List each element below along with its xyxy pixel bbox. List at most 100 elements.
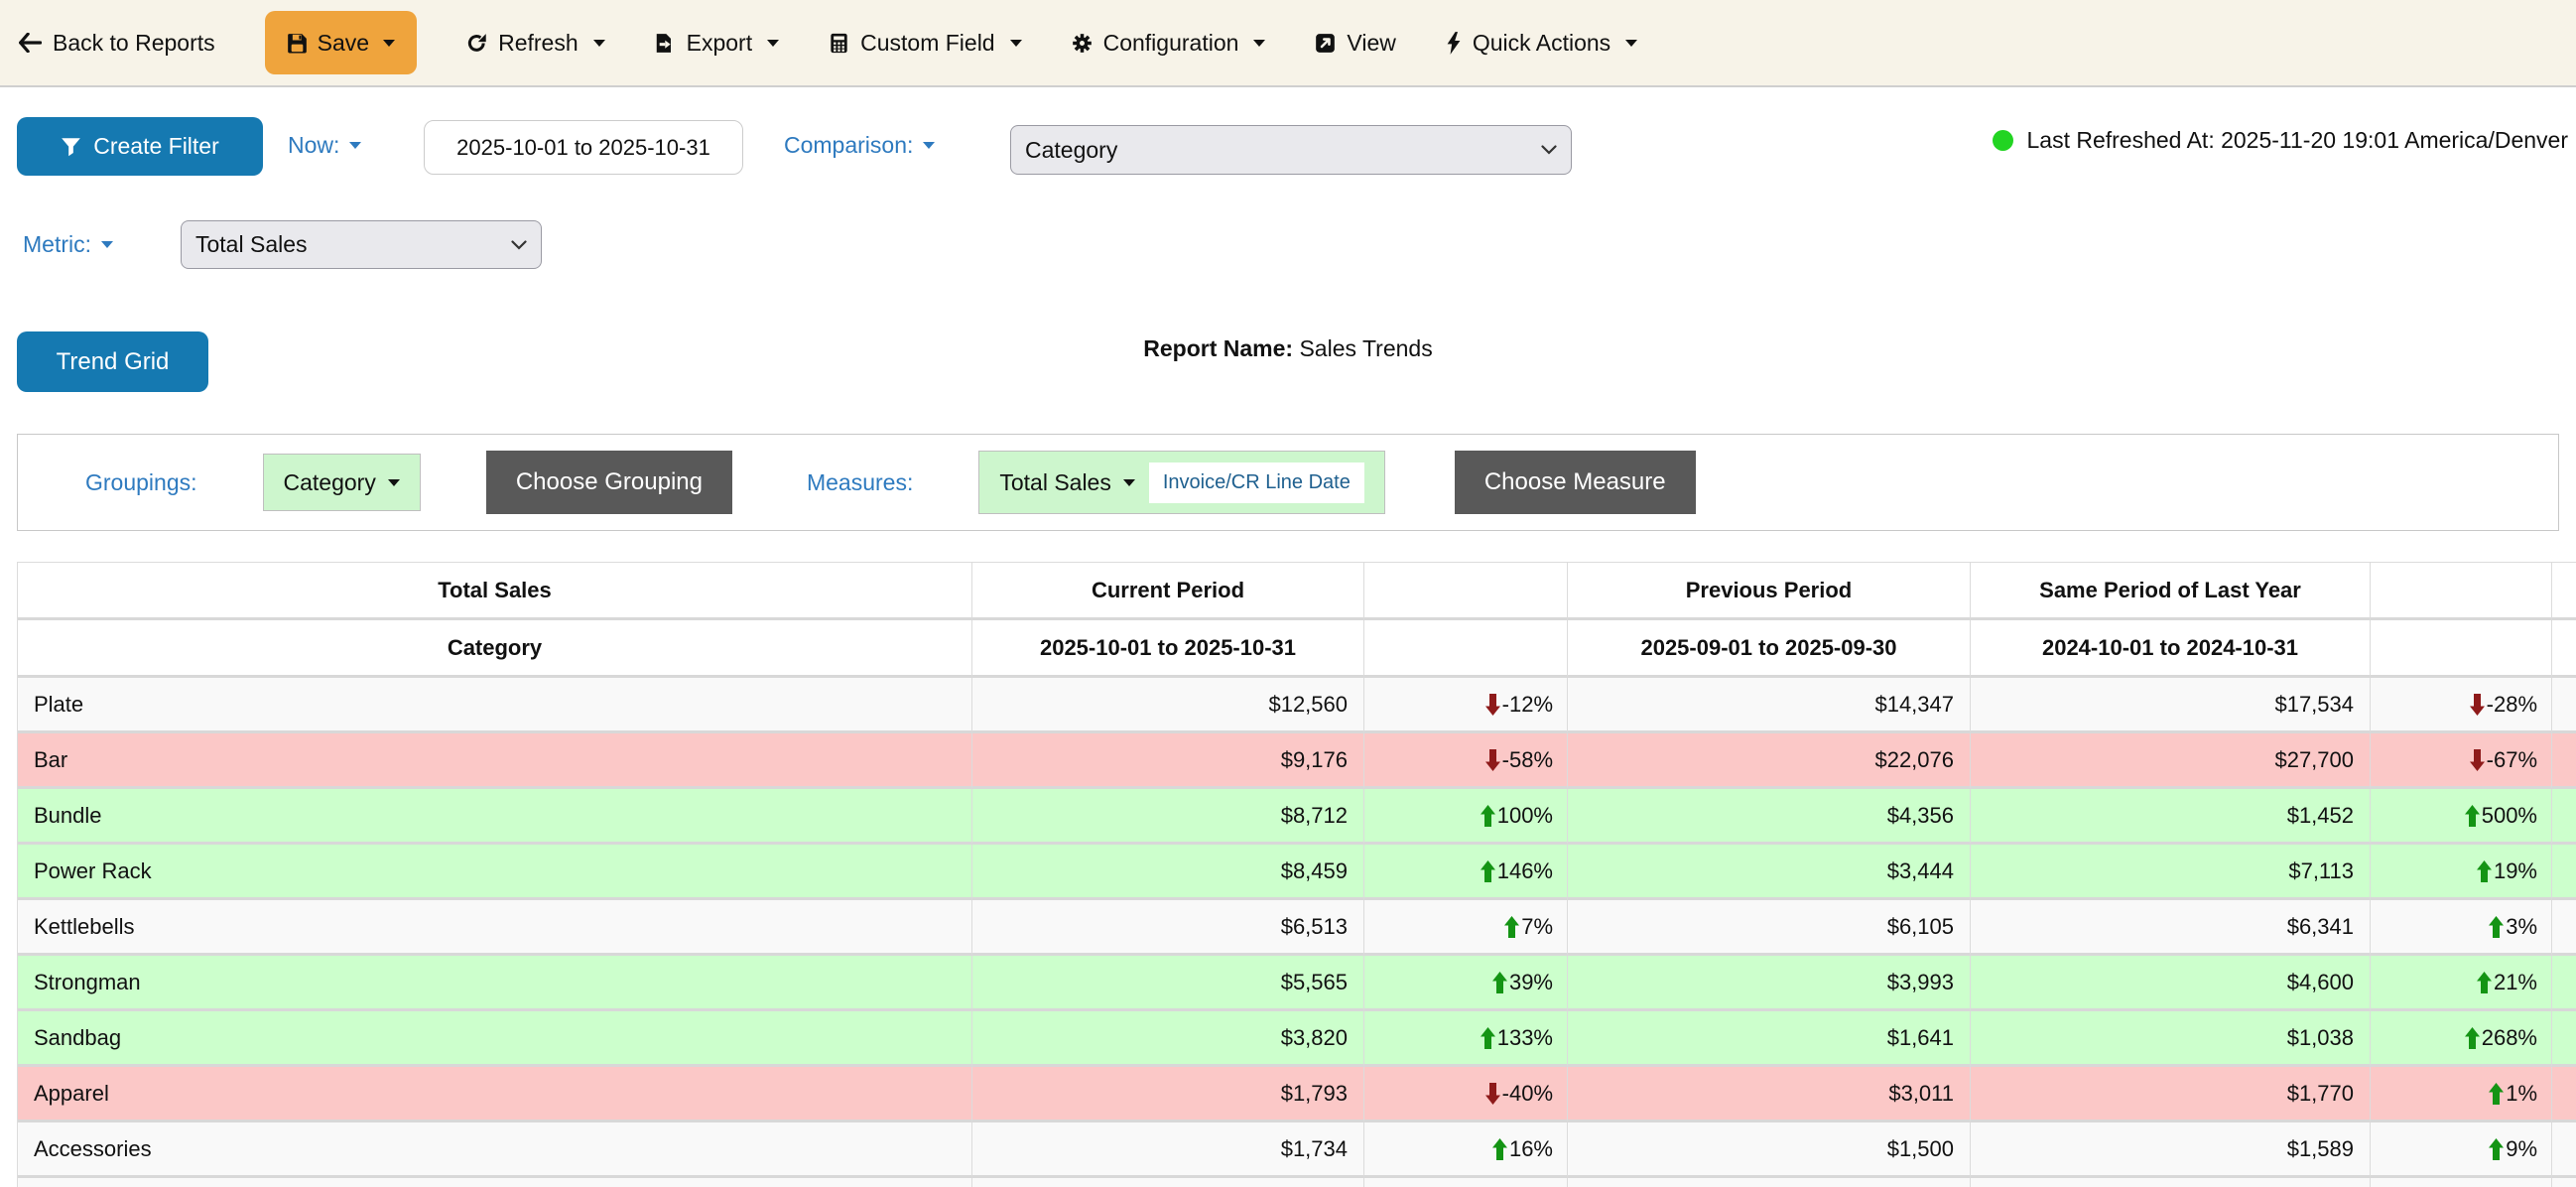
table-row[interactable]: Accessories $1,734 16% $1,500 $1,589 9% — [18, 1122, 2576, 1178]
previous-period-value: $22,076 — [1568, 733, 1971, 789]
current-vs-previous-change: 7% — [1364, 900, 1568, 956]
create-filter-button[interactable]: Create Filter — [17, 117, 263, 176]
category-cell: Apparel — [18, 1067, 972, 1122]
same-period-last-year-value: $27,700 — [1971, 733, 2371, 789]
down-arrow-icon — [1484, 749, 1500, 772]
current-vs-previous-change: -40% — [1364, 1067, 1568, 1122]
category-cell: Plate — [18, 678, 972, 733]
current-vs-last-year-change — [2371, 1178, 2552, 1187]
choose-measure-label: Choose Measure — [1483, 468, 1666, 495]
now-label: Now: — [288, 132, 340, 158]
table-row[interactable]: Plate $12,560 -12% $14,347 $17,534 -28% — [18, 678, 2576, 733]
previous-period-value: $3,993 — [1568, 956, 1971, 1011]
previous-period-value: $1,641 — [1568, 1011, 1971, 1067]
current-period-value: $6,513 — [972, 900, 1364, 956]
table-row[interactable]: Bar $9,176 -58% $22,076 $27,700 -67% — [18, 733, 2576, 789]
caret-down-icon — [387, 478, 400, 486]
export-button[interactable]: Export — [655, 30, 780, 57]
overflow-cell — [2552, 845, 2576, 900]
table-row[interactable] — [18, 1178, 2576, 1187]
down-arrow-icon — [1484, 694, 1500, 717]
refresh-label: Refresh — [498, 29, 579, 56]
current-period-value: $3,820 — [972, 1011, 1364, 1067]
funnel-icon — [61, 137, 81, 157]
custom-field-button[interactable]: Custom Field — [829, 29, 1022, 57]
previous-period-value: $3,444 — [1568, 845, 1971, 900]
current-vs-last-year-change: 268% — [2371, 1011, 2552, 1067]
previous-period-value: $4,356 — [1568, 789, 1971, 845]
current-period-value: $9,176 — [972, 733, 1364, 789]
table-row[interactable]: Sandbag $3,820 133% $1,641 $1,038 268% — [18, 1011, 2576, 1067]
up-arrow-icon — [1491, 972, 1507, 994]
table-row[interactable]: Bundle $8,712 100% $4,356 $1,452 500% — [18, 789, 2576, 845]
current-vs-previous-change — [1364, 1178, 1568, 1187]
save-button[interactable]: Save — [264, 11, 418, 74]
table-row[interactable]: Strongman $5,565 39% $3,993 $4,600 21% — [18, 956, 2576, 1011]
caret-down-icon — [383, 39, 396, 47]
category-cell: Kettlebells — [18, 900, 972, 956]
choose-grouping-button[interactable]: Choose Grouping — [485, 451, 732, 514]
same-period-last-year-value: $6,341 — [1971, 900, 2371, 956]
overflow-cell — [2552, 1011, 2576, 1067]
overflow-header — [2552, 620, 2576, 678]
same-period-header: Same Period of Last Year — [1971, 563, 2371, 620]
table-row[interactable]: Apparel $1,793 -40% $3,011 $1,770 1% — [18, 1067, 2576, 1122]
current-vs-last-year-change: 500% — [2371, 789, 2552, 845]
refresh-button[interactable]: Refresh — [466, 30, 605, 57]
category-cell: Strongman — [18, 956, 972, 1011]
configuration-button[interactable]: Configuration — [1072, 30, 1266, 57]
choose-grouping-label: Choose Grouping — [515, 468, 703, 495]
up-arrow-icon — [2489, 1083, 2505, 1106]
metric-dropdown[interactable]: Metric: — [23, 231, 113, 258]
metric-selected-value: Total Sales — [195, 231, 308, 257]
trend-grid-button[interactable]: Trend Grid — [17, 331, 208, 392]
current-period-value: $12,560 — [972, 678, 1364, 733]
same-period-last-year-value: $1,452 — [1971, 789, 2371, 845]
overflow-cell — [2552, 789, 2576, 845]
overflow-header — [2552, 563, 2576, 620]
same-period-last-year-value: $4,600 — [1971, 956, 2371, 1011]
trend-grid-table: Total Sales Current Period Previous Peri… — [17, 562, 2576, 1187]
overflow-cell — [2552, 1178, 2576, 1187]
same-period-last-year-value — [1971, 1178, 2371, 1187]
comparison-selected-value: Category — [1025, 136, 1118, 163]
caret-down-icon — [1253, 39, 1266, 47]
current-vs-previous-change: -58% — [1364, 733, 1568, 789]
comparison-dropdown[interactable]: Comparison: — [784, 132, 936, 159]
view-button[interactable]: View — [1315, 30, 1396, 57]
same-period-last-year-value: $1,770 — [1971, 1067, 2371, 1122]
dimension-header: Category — [18, 620, 972, 678]
change-header-blank — [1364, 563, 1568, 620]
current-vs-last-year-change: 19% — [2371, 845, 2552, 900]
metric-select[interactable]: Total Sales — [181, 220, 542, 269]
table-body: Plate $12,560 -12% $14,347 $17,534 -28% Bar $9,… — [18, 678, 2576, 1187]
back-to-reports-button[interactable]: Back to Reports — [18, 30, 215, 57]
choose-measure-button[interactable]: Choose Measure — [1454, 451, 1696, 514]
quick-actions-button[interactable]: Quick Actions — [1446, 30, 1638, 57]
previous-period-value: $6,105 — [1568, 900, 1971, 956]
measure-date-field-link[interactable]: Invoice/CR Line Date — [1148, 462, 1364, 503]
change-header-blank — [2371, 563, 2552, 620]
comparison-select[interactable]: Category — [1010, 125, 1572, 175]
up-arrow-icon — [1491, 1138, 1507, 1161]
custom-field-label: Custom Field — [860, 29, 995, 56]
now-dropdown[interactable]: Now: — [288, 132, 362, 159]
save-label: Save — [317, 29, 370, 56]
table-row[interactable]: Kettlebells $6,513 7% $6,105 $6,341 3% — [18, 900, 2576, 956]
status-dot-icon — [1993, 130, 2014, 151]
same-period-last-year-value: $7,113 — [1971, 845, 2371, 900]
measure-chip-total-sales[interactable]: Total Sales Invoice/CR Line Date — [978, 451, 1385, 514]
up-arrow-icon — [2464, 805, 2480, 828]
up-arrow-icon — [2489, 916, 2505, 939]
grouping-chip-category[interactable]: Category — [262, 454, 421, 511]
same-period-last-year-value: $17,534 — [1971, 678, 2371, 733]
table-row[interactable]: Power Rack $8,459 146% $3,444 $7,113 19% — [18, 845, 2576, 900]
caret-down-icon — [592, 39, 605, 47]
report-name-label: Report Name: — [1143, 335, 1294, 361]
overflow-cell — [2552, 1122, 2576, 1178]
overflow-cell — [2552, 733, 2576, 789]
date-range-field[interactable]: 2025-10-01 to 2025-10-31 — [424, 120, 743, 175]
current-vs-last-year-change: 3% — [2371, 900, 2552, 956]
current-vs-previous-change: 16% — [1364, 1122, 1568, 1178]
